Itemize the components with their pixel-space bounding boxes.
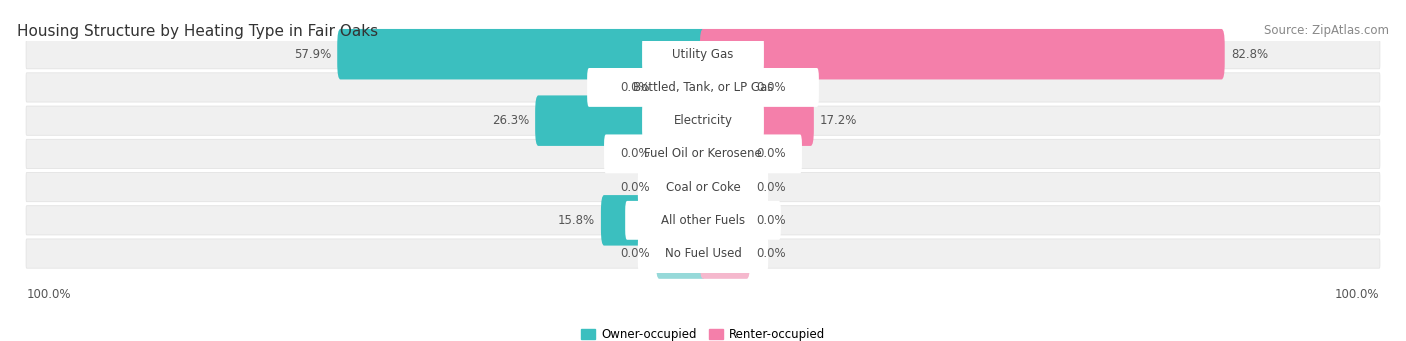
- FancyBboxPatch shape: [337, 29, 706, 79]
- FancyBboxPatch shape: [626, 201, 780, 240]
- FancyBboxPatch shape: [700, 162, 749, 212]
- Text: 0.0%: 0.0%: [756, 247, 786, 260]
- Legend: Owner-occupied, Renter-occupied: Owner-occupied, Renter-occupied: [581, 328, 825, 341]
- FancyBboxPatch shape: [588, 68, 818, 107]
- Text: 0.0%: 0.0%: [620, 247, 650, 260]
- Text: Electricity: Electricity: [673, 114, 733, 127]
- FancyBboxPatch shape: [638, 168, 768, 207]
- FancyBboxPatch shape: [27, 239, 1379, 268]
- FancyBboxPatch shape: [27, 73, 1379, 102]
- FancyBboxPatch shape: [643, 101, 763, 140]
- Text: 0.0%: 0.0%: [756, 81, 786, 94]
- FancyBboxPatch shape: [700, 29, 1225, 79]
- Text: 0.0%: 0.0%: [756, 181, 786, 194]
- FancyBboxPatch shape: [700, 129, 749, 179]
- Text: 82.8%: 82.8%: [1232, 48, 1268, 61]
- Text: 0.0%: 0.0%: [620, 181, 650, 194]
- Text: 26.3%: 26.3%: [492, 114, 529, 127]
- FancyBboxPatch shape: [700, 195, 749, 246]
- FancyBboxPatch shape: [27, 139, 1379, 168]
- FancyBboxPatch shape: [27, 206, 1379, 235]
- FancyBboxPatch shape: [657, 162, 706, 212]
- FancyBboxPatch shape: [700, 62, 749, 113]
- FancyBboxPatch shape: [638, 234, 768, 273]
- FancyBboxPatch shape: [27, 106, 1379, 135]
- Text: 100.0%: 100.0%: [27, 287, 72, 301]
- Text: 0.0%: 0.0%: [620, 147, 650, 160]
- FancyBboxPatch shape: [700, 95, 814, 146]
- FancyBboxPatch shape: [657, 228, 706, 279]
- Text: 15.8%: 15.8%: [558, 214, 595, 227]
- FancyBboxPatch shape: [657, 62, 706, 113]
- Text: Fuel Oil or Kerosene: Fuel Oil or Kerosene: [644, 147, 762, 160]
- Text: Bottled, Tank, or LP Gas: Bottled, Tank, or LP Gas: [633, 81, 773, 94]
- Text: No Fuel Used: No Fuel Used: [665, 247, 741, 260]
- FancyBboxPatch shape: [643, 35, 763, 74]
- FancyBboxPatch shape: [600, 195, 706, 246]
- FancyBboxPatch shape: [27, 40, 1379, 69]
- Text: 0.0%: 0.0%: [756, 214, 786, 227]
- Text: Coal or Coke: Coal or Coke: [665, 181, 741, 194]
- Text: 57.9%: 57.9%: [294, 48, 330, 61]
- Text: 0.0%: 0.0%: [620, 81, 650, 94]
- Text: Housing Structure by Heating Type in Fair Oaks: Housing Structure by Heating Type in Fai…: [17, 24, 378, 39]
- Text: Utility Gas: Utility Gas: [672, 48, 734, 61]
- FancyBboxPatch shape: [700, 228, 749, 279]
- FancyBboxPatch shape: [605, 134, 801, 173]
- Text: 100.0%: 100.0%: [1334, 287, 1379, 301]
- Text: All other Fuels: All other Fuels: [661, 214, 745, 227]
- Text: Source: ZipAtlas.com: Source: ZipAtlas.com: [1264, 24, 1389, 37]
- Text: 0.0%: 0.0%: [756, 147, 786, 160]
- Text: 17.2%: 17.2%: [820, 114, 858, 127]
- FancyBboxPatch shape: [536, 95, 706, 146]
- FancyBboxPatch shape: [657, 129, 706, 179]
- FancyBboxPatch shape: [27, 173, 1379, 202]
